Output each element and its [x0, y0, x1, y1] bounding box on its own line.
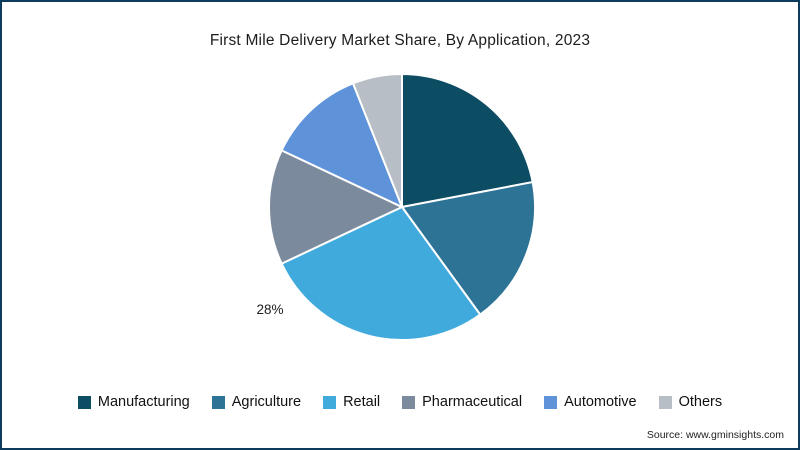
legend-swatch-pharmaceutical [402, 395, 416, 409]
source-attribution: Source: www.gminsights.com [646, 429, 784, 441]
pie-slice-retail [280, 206, 482, 342]
chart-title: First Mile Delivery Market Share, By App… [209, 32, 591, 49]
pie-chart [268, 73, 536, 342]
legend-item-agriculture: Agriculture [211, 394, 302, 410]
legend-item-automotive: Automotive [544, 394, 637, 410]
pie-chart-area [262, 67, 542, 347]
pie-slice-pharmaceutical [268, 149, 403, 265]
legend-label: Pharmaceutical [422, 394, 523, 410]
legend-label: Automotive [564, 394, 637, 410]
legend-swatch-others [658, 395, 672, 409]
retail-percentage-label: 28% [256, 302, 284, 317]
legend-swatch-agriculture [211, 395, 225, 409]
legend-label: Agriculture [231, 394, 302, 410]
pie-slice-manufacturing [401, 73, 534, 208]
legend-label: Others [678, 394, 723, 410]
legend-swatch-automotive [544, 395, 558, 409]
legend: Manufacturing Agriculture Retail Pharmac… [2, 394, 798, 410]
legend-swatch-retail [323, 395, 337, 409]
pie-slice-agriculture [401, 181, 536, 316]
legend-item-retail: Retail [323, 394, 380, 410]
legend-item-others: Others [658, 394, 723, 410]
legend-item-pharmaceutical: Pharmaceutical [402, 394, 522, 410]
pie-slice-others [352, 73, 403, 208]
legend-label: Retail [343, 394, 381, 410]
legend-item-manufacturing: Manufacturing [77, 394, 190, 410]
legend-label: Manufacturing [97, 394, 190, 410]
pie-slice-automotive [280, 82, 403, 208]
legend-swatch-manufacturing [77, 395, 91, 409]
